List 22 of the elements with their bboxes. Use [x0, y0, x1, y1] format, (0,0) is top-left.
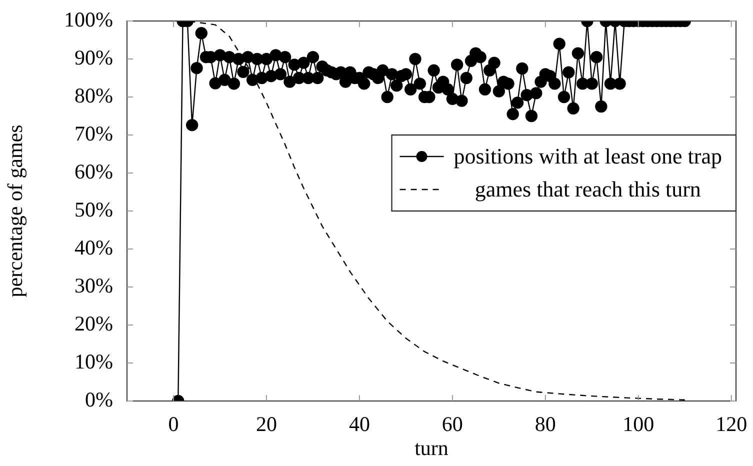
y-tick-label: 100%	[64, 8, 113, 32]
y-tick-label: 70%	[74, 122, 113, 146]
y-tick-label: 20%	[74, 312, 113, 336]
y-tick-label: 80%	[74, 84, 113, 108]
y-axis-title: percentage of games	[3, 124, 28, 298]
y-tick-label: 90%	[74, 46, 113, 70]
legend-label: positions with at least one trap	[454, 143, 722, 168]
x-tick-label: 120	[716, 412, 748, 436]
y-tick-label: 40%	[74, 236, 113, 260]
x-tick-label: 80	[534, 412, 556, 436]
y-tick-label: 0%	[85, 388, 113, 412]
y-tick-label: 10%	[74, 350, 113, 374]
y-tick-label: 50%	[74, 198, 113, 222]
x-tick-label: 60	[442, 412, 463, 436]
x-axis-title: turn	[414, 436, 449, 460]
x-tick-label: 20	[256, 412, 277, 436]
x-tick-label: 100	[622, 412, 654, 436]
x-tick-label: 0	[168, 412, 179, 436]
y-tick-label: 30%	[74, 274, 113, 298]
legend-label: games that reach this turn	[474, 176, 701, 202]
x-tick-label: 40	[348, 412, 370, 436]
y-tick-label: 60%	[74, 160, 113, 184]
